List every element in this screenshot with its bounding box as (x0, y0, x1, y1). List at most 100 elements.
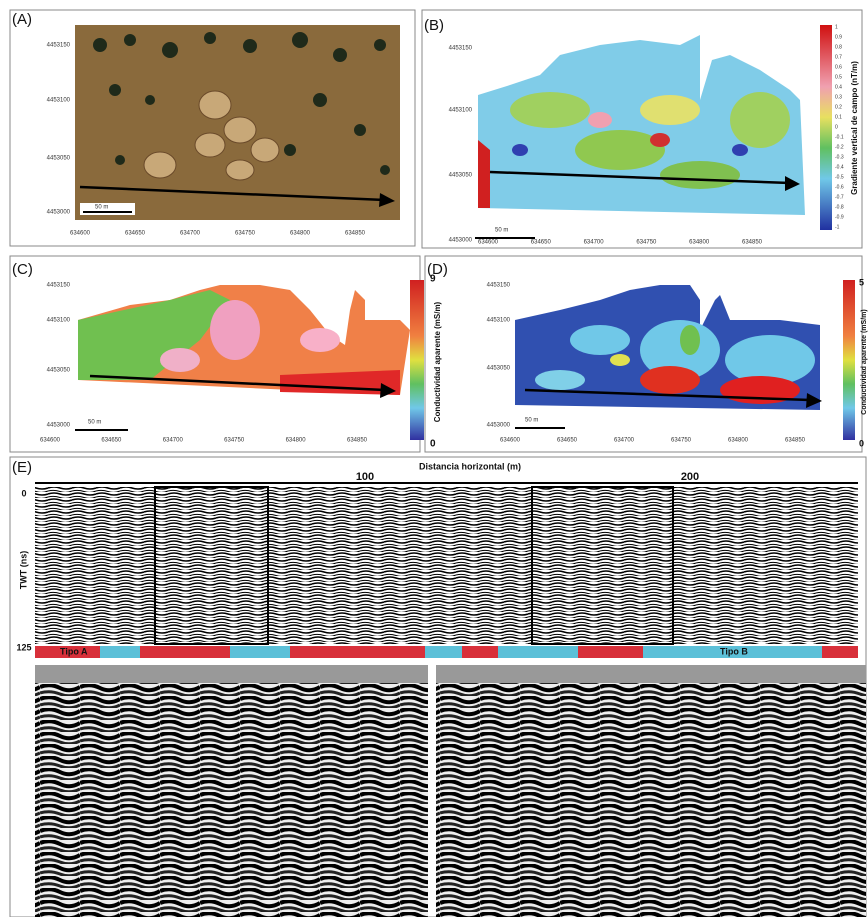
colorbar-tick-label: 0.8 (835, 44, 842, 50)
x-tick-label: 634600 (40, 438, 61, 444)
profile-arrow (89, 374, 386, 392)
radargram-detail (35, 665, 428, 917)
x-tick-label: 634850 (345, 231, 366, 237)
arrow-head (380, 383, 396, 398)
y-tick-label: 4453100 (47, 98, 71, 104)
colorbar-tick-label: -0.1 (835, 134, 844, 140)
y-tick-label: 4453000 (449, 238, 473, 244)
x-tick-label: 634750 (224, 438, 245, 444)
profile-arrow (524, 388, 811, 402)
x-tick-label: 634650 (531, 240, 552, 246)
arrow-head (806, 393, 822, 408)
colorbar-tick-label: -0.8 (835, 204, 844, 210)
panel-frame (9, 9, 416, 247)
x-tick-label: 634700 (163, 438, 184, 444)
scale-label: 50 m (88, 420, 101, 426)
colorbar-max: 5 (859, 277, 864, 287)
x-tick-label: 634850 (347, 438, 368, 444)
profile-arrow (79, 185, 386, 202)
y-tick-label: 4453150 (47, 283, 71, 289)
y-tick-label: 4453050 (47, 368, 71, 374)
y-tick-label: 4453050 (487, 366, 511, 372)
type-segment (35, 646, 100, 658)
arrow-head (785, 176, 800, 191)
x-tick-label: 634700 (584, 240, 605, 246)
colorbar-title: Conductividad aparente (mS/m) (433, 301, 442, 422)
arrow-head (379, 193, 395, 207)
type-segment (578, 646, 643, 658)
air-wave (35, 665, 428, 683)
colorbar-tick-label: -0.6 (835, 184, 844, 190)
colorbar-min: 0 (430, 439, 436, 450)
colorbar-tick-label: 0 (835, 124, 838, 130)
y-tick-label: 125 (16, 642, 31, 652)
y-tick-label: 4453000 (47, 423, 71, 429)
colorbar-tick-label: -0.4 (835, 164, 844, 170)
colorbar (410, 280, 424, 440)
colorbar-tick-label: 1 (835, 24, 838, 30)
x-tick-label: 634600 (500, 438, 521, 444)
y-tick-label: 4453100 (449, 108, 473, 114)
type-segment (822, 646, 858, 658)
colorbar-tick-label: -1 (835, 224, 840, 230)
y-tick-label: 4453050 (449, 173, 473, 179)
colorbar-tick-label: 0.1 (835, 114, 842, 120)
type-segment (230, 646, 290, 658)
x-tick-label: 634800 (728, 438, 749, 444)
y-tick-label: 4453100 (487, 318, 511, 324)
x-tick-label: 634650 (101, 438, 122, 444)
tick-labels: 634600 634650 634700 634750 634800 634850 4453… (40, 24, 844, 443)
crop-marks (143, 90, 280, 181)
x-tick-label: 634800 (286, 438, 307, 444)
x-tick-label: 634800 (689, 240, 710, 246)
x-tick-label: 634600 (478, 240, 499, 246)
zoom-box (531, 486, 674, 645)
y-axis-title: TWT (ns) (18, 551, 28, 590)
colorbar-tick-label: 0.5 (835, 74, 842, 80)
y-tick-label: 4453150 (487, 283, 511, 289)
x-tick-label: 634650 (557, 438, 578, 444)
y-tick-label: 4453100 (47, 318, 71, 324)
y-tick-label: 0 (21, 488, 26, 498)
panel-label: (D) (427, 261, 448, 278)
y-tick-label: 4453150 (449, 46, 473, 52)
y-tick-label: 4453000 (47, 210, 71, 216)
conductivity-zones (535, 320, 815, 404)
colorbar-tick-label: -0.7 (835, 194, 844, 200)
x-tick-label: 634850 (742, 240, 763, 246)
radargram (35, 487, 858, 644)
x-tick-label: 634800 (290, 231, 311, 237)
magnetic-anomalies (478, 92, 790, 208)
type-segment (462, 646, 498, 658)
colorbar-title: Gradiente vertical de campo (nT/m) (850, 61, 859, 195)
colorbar-tick-label: -0.5 (835, 174, 844, 180)
panel-frame (424, 255, 863, 453)
y-tick-label: 4453050 (47, 156, 71, 162)
type-segment (643, 646, 822, 658)
scale-label: 50 m (95, 205, 108, 211)
panel-label: (C) (12, 261, 33, 278)
colorbar-tick-label: 0.4 (835, 84, 842, 90)
trees (93, 32, 390, 175)
panel-frame (421, 9, 863, 249)
x-tick-label: 634750 (235, 231, 256, 237)
colorbar (820, 25, 832, 230)
x-tick-label: 634750 (636, 240, 657, 246)
type-strip (35, 646, 858, 658)
scale-label: 50 m (495, 228, 508, 234)
y-tick-label: 4453000 (487, 423, 511, 429)
colorbar-tick-label: -0.9 (835, 214, 844, 220)
x-tick-label: 634700 (614, 438, 635, 444)
colorbar-tick-label: -0.2 (835, 144, 844, 150)
x-tick-label: 634650 (125, 231, 146, 237)
profile-arrow (489, 170, 791, 185)
colorbar-min: 0 (859, 438, 864, 448)
air-wave (436, 665, 866, 683)
panel-label: (B) (424, 17, 444, 34)
colorbar-tick-label: 0.9 (835, 34, 842, 40)
x-tick-label: 634700 (180, 231, 201, 237)
panel-label: (A) (12, 11, 32, 28)
x-tick-label: 100 (356, 471, 374, 483)
panel-label: (E) (12, 459, 32, 476)
